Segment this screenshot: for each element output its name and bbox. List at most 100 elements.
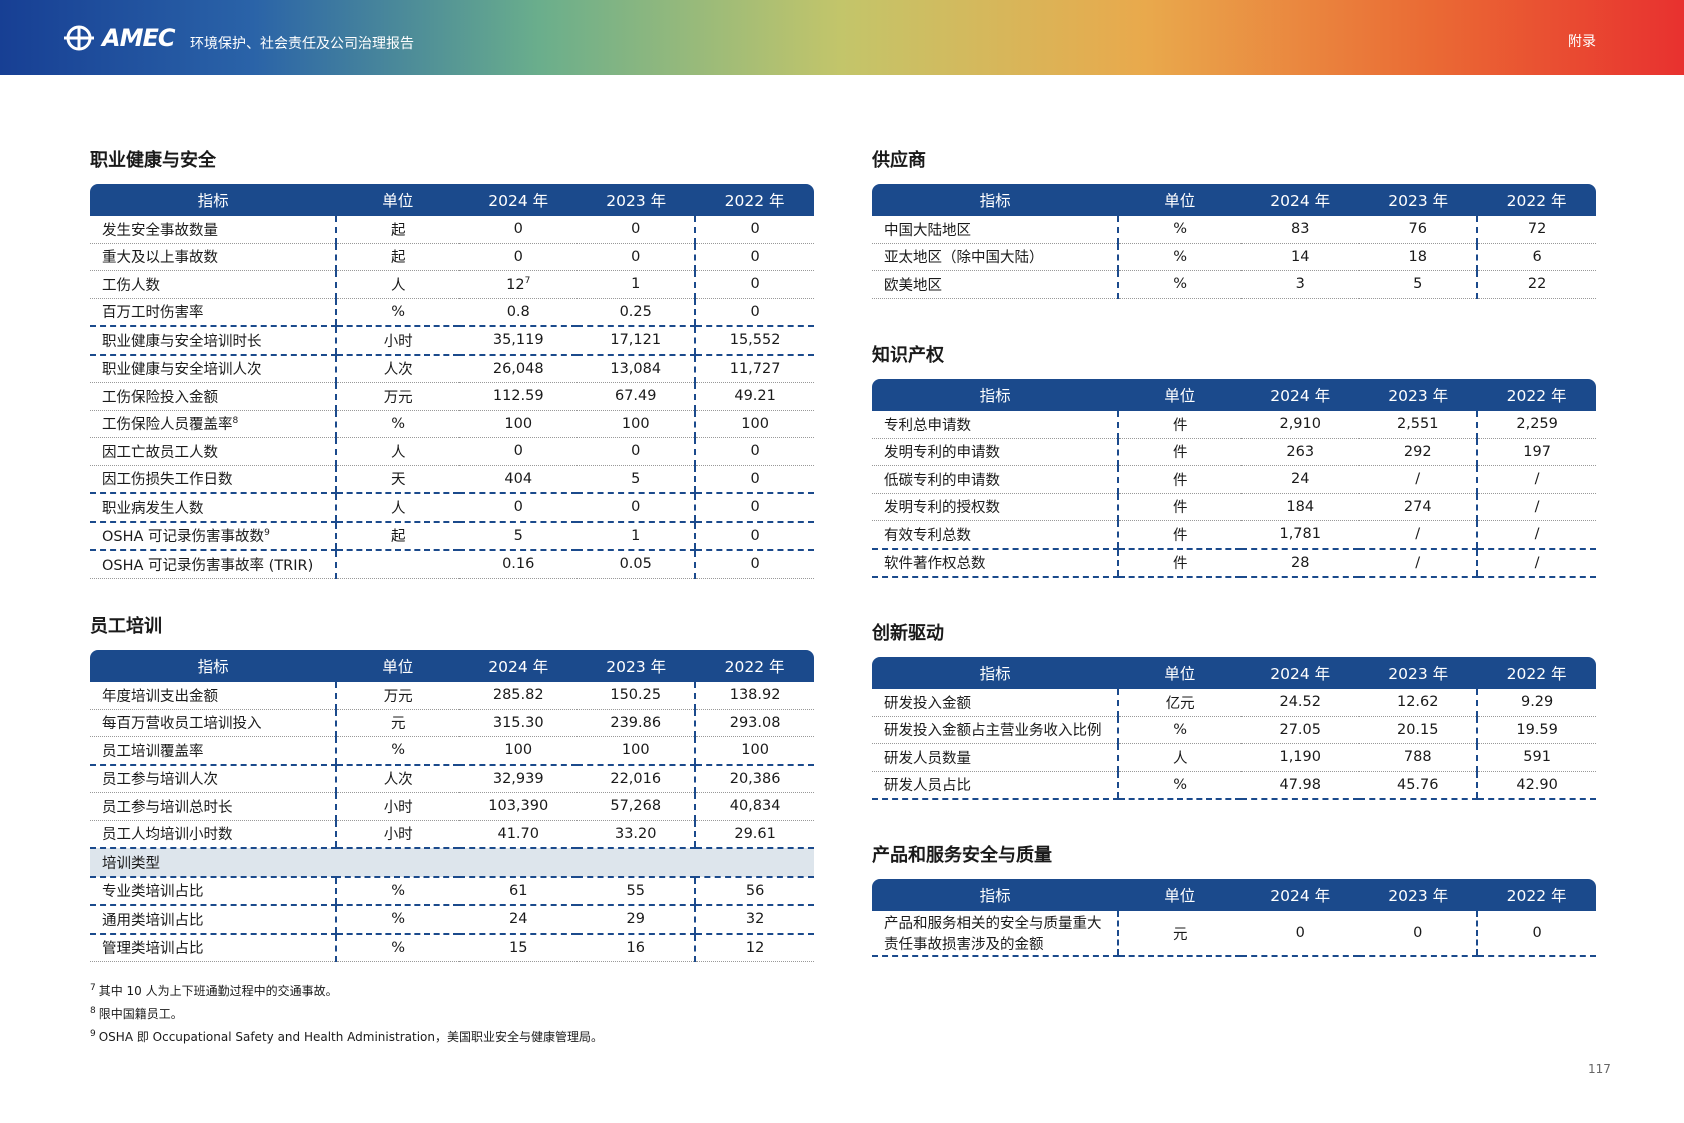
column-header: 2024 年 xyxy=(1241,879,1360,911)
table-cell: 1,781 xyxy=(1241,520,1360,550)
table-cell: 12.62 xyxy=(1359,689,1478,717)
table-cell: 35,119 xyxy=(459,326,578,356)
table-cell: 小时 xyxy=(335,820,460,849)
table-cell: 18 xyxy=(1359,243,1478,271)
table-cell: 56 xyxy=(694,876,814,906)
table-cell: 5 xyxy=(1359,270,1478,299)
table-cell: 研发投入金额占主营业务收入比例 xyxy=(872,716,1119,744)
table-row: 员工培训覆盖率% 100 100 100 xyxy=(90,736,814,766)
table-cell: 184 xyxy=(1241,493,1360,521)
table-cell: 件 xyxy=(1117,548,1242,578)
table-cell: 12 xyxy=(694,933,814,962)
table-cell: 职业健康与安全培训时长 xyxy=(90,326,337,356)
table-cell: 49.21 xyxy=(694,382,814,411)
table-cell: 亿元 xyxy=(1117,689,1242,717)
table-cell: 0 xyxy=(694,216,814,244)
table-cell: 100 xyxy=(459,410,578,438)
table-cell: 150.25 xyxy=(577,682,696,710)
table-cell: % xyxy=(335,905,460,935)
table-cell: 138.92 xyxy=(694,682,814,710)
table-cell: 元 xyxy=(335,709,460,737)
table-row: 员工参与培训总时长 小时 103,390 57,268 40,834 xyxy=(90,792,814,821)
table-cell: 有效专利总数 xyxy=(872,520,1119,550)
table-cell: / xyxy=(1476,548,1596,578)
section-title: 员工培训 xyxy=(90,616,162,637)
table-row: 重大及以上事故数起 0 0 0 xyxy=(90,243,814,271)
table-cell: / xyxy=(1359,548,1478,578)
table-cell: 29.61 xyxy=(694,820,814,849)
table-cell: 14 xyxy=(1241,243,1360,271)
table-row: 专业类培训占比% 61 55 56 xyxy=(90,876,814,906)
table-row: 产品和服务相关的安全与质量重大责任事故损害涉及的金额元 0 0 0 xyxy=(872,911,1596,957)
column-header: 2022 年 xyxy=(1477,379,1596,411)
column-header: 2022 年 xyxy=(1477,657,1596,689)
table-cell: 2,551 xyxy=(1359,411,1478,439)
table-cell: 人次 xyxy=(335,354,460,383)
table-cell: 人 xyxy=(335,270,460,299)
table-cell: 100 xyxy=(459,736,578,766)
section-title: 创新驱动 xyxy=(872,623,944,644)
table-cell: 55 xyxy=(577,876,696,906)
table-row: 研发人员数量人 1,190 788 591 xyxy=(872,743,1596,772)
table-cell: / xyxy=(1476,520,1596,550)
column-header: 单位 xyxy=(1118,657,1242,689)
table-row: OSHA 可记录伤害事故数9 起 5 1 0 xyxy=(90,521,814,551)
section: 职业健康与安全 指标 单位 2024 年 2023 年 2022 年发生安全事故数量起 0 0… xyxy=(90,146,814,579)
table-cell: 76 xyxy=(1359,216,1478,244)
table-cell: 小时 xyxy=(335,326,460,356)
footnote-ref: 7 xyxy=(524,275,531,286)
table-cell: 起 xyxy=(335,243,460,271)
table-cell: % xyxy=(1117,771,1242,800)
table-cell: 重大及以上事故数 xyxy=(90,243,337,271)
table-cell: 0 xyxy=(459,216,578,244)
table-cell: % xyxy=(335,736,460,766)
table-cell: % xyxy=(335,410,460,438)
section-title: 产品和服务安全与质量 xyxy=(872,845,1052,866)
logo-icon xyxy=(64,25,94,51)
table-cell: 因工亡故员工人数 xyxy=(90,437,337,466)
table-cell: 57,268 xyxy=(577,792,696,821)
table-cell: 19.59 xyxy=(1476,716,1596,744)
table-row: 软件著作权总数件 28// xyxy=(872,548,1596,578)
table-cell: 0 xyxy=(577,216,696,244)
column-header: 单位 xyxy=(1118,379,1242,411)
column-header: 指标 xyxy=(872,657,1119,689)
report-title: 环境保护、社会责任及公司治理报告 xyxy=(190,36,414,52)
table-cell: 亚太地区（除中国大陆） xyxy=(872,243,1119,271)
table-cell: 0 xyxy=(577,243,696,271)
column-header: 指标 xyxy=(872,184,1119,216)
table-cell: 0.05 xyxy=(577,550,696,579)
table-row: 亚太地区（除中国大陆）% 14 18 6 xyxy=(872,243,1596,271)
table-cell: 0 xyxy=(577,493,696,523)
table-cell: 0 xyxy=(1359,911,1478,957)
table-cell: 件 xyxy=(1117,411,1242,439)
table-cell: 元 xyxy=(1117,911,1242,957)
table-row: 中国大陆地区% 83 76 72 xyxy=(872,216,1596,244)
header-row: 指标 单位 2024 年 2023 年 2022 年 xyxy=(872,657,1596,689)
section: 产品和服务安全与质量 指标 单位 2024 年 2023 年 2022 年产品和服务相关的… xyxy=(872,841,1596,957)
table-row: 培训类型 xyxy=(90,848,814,878)
table-row: 每百万营收员工培训投入元 315.30 239.86 293.08 xyxy=(90,709,814,737)
header-row: 指标 单位 2024 年 2023 年 2022 年 xyxy=(872,379,1596,411)
table-cell: 20.15 xyxy=(1359,716,1478,744)
table-cell: 42.90 xyxy=(1476,771,1596,800)
table-row: 低碳专利的申请数件 24// xyxy=(872,465,1596,494)
table-cell: 22 xyxy=(1476,270,1596,299)
table-cell: 研发人员数量 xyxy=(872,743,1119,772)
table-cell: 24.52 xyxy=(1241,689,1360,717)
table-row: 职业健康与安全培训时长 小时 35,119 17,121 15,552 xyxy=(90,326,814,356)
table-cell: 员工培训覆盖率 xyxy=(90,736,337,766)
data-table: 指标 单位 2024 年 2023 年 2022 年发生安全事故数量起 0 0 0 重大及以上事… xyxy=(90,184,814,579)
footnote-mark: 7 xyxy=(90,983,96,993)
table-cell: 0 xyxy=(694,521,814,551)
table-cell: 件 xyxy=(1117,520,1242,550)
table-cell: 127 xyxy=(459,270,578,299)
column-header: 单位 xyxy=(1118,879,1242,911)
table-cell: 产品和服务相关的安全与质量重大责任事故损害涉及的金额 xyxy=(872,911,1119,957)
table-cell: 293.08 xyxy=(694,709,814,737)
table-cell: 0 xyxy=(694,243,814,271)
table-row: 通用类培训占比% 24 29 32 xyxy=(90,905,814,935)
table-cell: 47.98 xyxy=(1241,771,1360,800)
header-bar: AMEC 环境保护、社会责任及公司治理报告 附录 xyxy=(0,0,1684,75)
table-cell: 0 xyxy=(577,437,696,466)
